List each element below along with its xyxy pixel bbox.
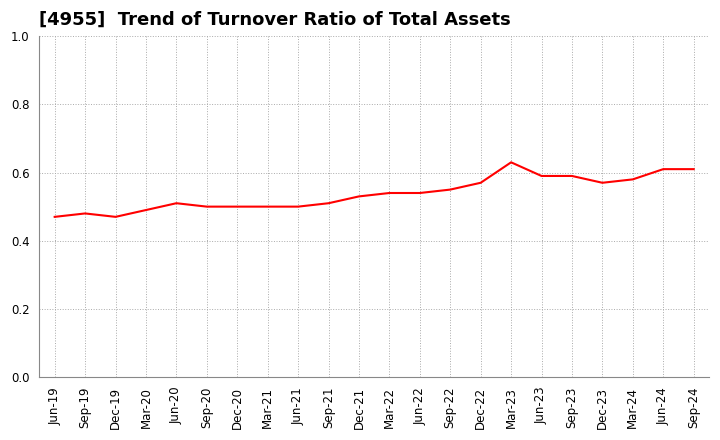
Text: [4955]  Trend of Turnover Ratio of Total Assets: [4955] Trend of Turnover Ratio of Total … bbox=[40, 11, 511, 29]
